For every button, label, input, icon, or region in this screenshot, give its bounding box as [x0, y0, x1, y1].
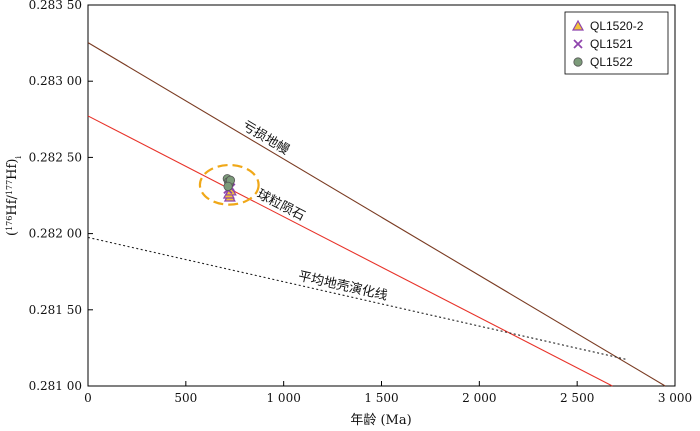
legend-marker: [571, 19, 585, 31]
data-points: [222, 174, 237, 202]
x-tick-label: 0: [84, 391, 92, 405]
y-axis-ticks: 0.281 00 0.281 50 0.282 00 0.282 50 0.283 00…: [29, 0, 93, 393]
y-tick-label: 0.281 50: [29, 303, 82, 317]
legend-label: QL1521: [590, 37, 633, 51]
legend-label: QL1522: [590, 55, 633, 69]
reference-line-label: 亏损地幔: [239, 119, 291, 158]
x-tick-label: 3 000: [658, 391, 692, 405]
y-tick-label: 0.283 50: [29, 0, 82, 12]
y-tick-label: 0.282 50: [29, 150, 82, 164]
y-tick-label: 0.283 00: [29, 74, 82, 88]
x-tick-label: 2 000: [462, 391, 496, 405]
highlight-ellipse-layer: [198, 163, 260, 206]
x-axis-title: 年龄 (Ma): [350, 413, 411, 428]
reference-line: [87, 115, 613, 387]
legend-label: QL1520-2: [590, 19, 644, 33]
x-axis-ticks: 0 500 1 000 1 500 2 000 2 500 3 000: [84, 381, 692, 405]
reference-lines: [87, 42, 666, 387]
x-tick-label: 1 000: [266, 391, 300, 405]
legend: QL1520-2 QL1521 QL1522: [564, 11, 669, 75]
x-tick-label: 500: [174, 391, 197, 405]
reference-line-label: 平均地壳演化线: [297, 268, 389, 304]
legend-marker: [573, 57, 583, 67]
x-marker-stroke: [573, 39, 583, 49]
legend-marker: [573, 39, 583, 49]
reference-line: [87, 236, 627, 360]
data-point: [223, 181, 233, 191]
reference-line: [87, 42, 666, 387]
y-tick-label: 0.282 00: [29, 227, 82, 241]
x-tick-label: 2 500: [560, 391, 594, 405]
y-axis-title: (176Hf/177Hf)i: [5, 156, 23, 236]
x-tick-label: 1 500: [364, 391, 398, 405]
y-tick-label: 0.281 00: [29, 379, 82, 393]
highlight-ellipse: [198, 163, 260, 206]
